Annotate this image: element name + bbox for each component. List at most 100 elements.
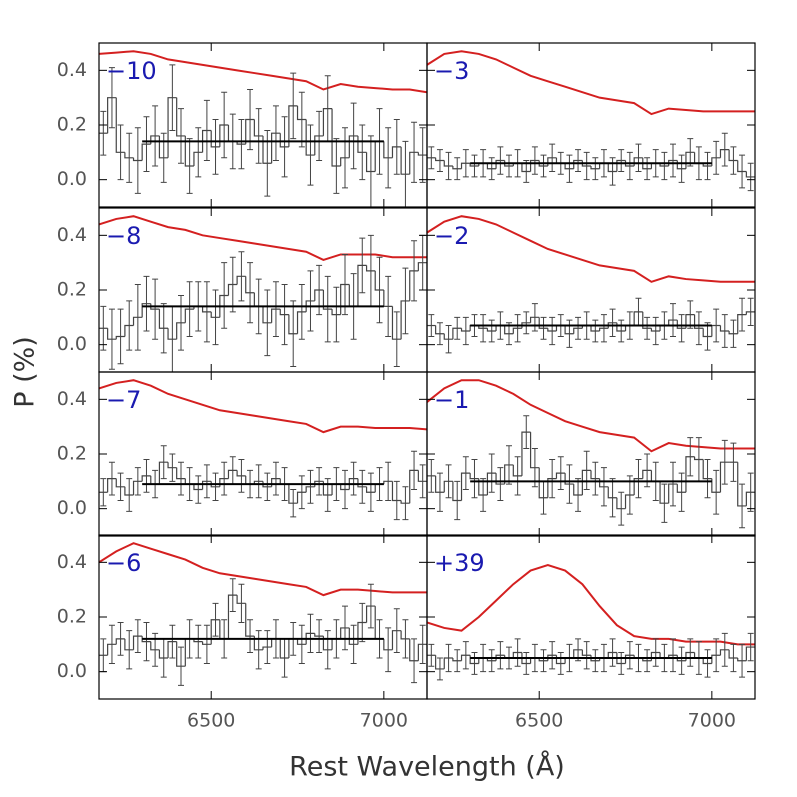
error-bar xyxy=(238,119,245,170)
error-bar xyxy=(385,275,392,337)
histogram-bin xyxy=(365,605,376,623)
histogram-bin xyxy=(288,314,298,335)
histogram-bin xyxy=(435,157,445,162)
histogram-bin xyxy=(193,484,203,491)
error-bar xyxy=(471,458,478,499)
error-bar xyxy=(108,308,115,370)
histogram-bin xyxy=(685,314,695,329)
error-bar xyxy=(376,256,383,324)
error-bar xyxy=(635,458,642,499)
error-bar xyxy=(644,316,651,340)
error-bar xyxy=(100,110,107,156)
error-bar xyxy=(739,297,746,332)
histogram-bin xyxy=(417,262,427,271)
histogram-bin xyxy=(564,325,574,335)
error-bar xyxy=(471,154,478,178)
histogram-bin xyxy=(400,500,410,504)
histogram-bin xyxy=(245,603,255,637)
panel-frame xyxy=(426,42,756,208)
histogram-bin xyxy=(201,129,212,153)
histogram-bin xyxy=(115,638,125,645)
error-bar xyxy=(229,578,236,613)
error-bar xyxy=(497,467,504,501)
histogram-bin xyxy=(547,478,557,498)
y-tick-label: 0.2 xyxy=(57,443,87,465)
histogram-bin xyxy=(262,135,272,164)
histogram-bin xyxy=(624,494,635,509)
error-bar xyxy=(333,138,340,194)
error-bar xyxy=(747,472,754,512)
histogram-bin xyxy=(702,328,712,338)
error-bar xyxy=(678,472,685,512)
panel-plot xyxy=(99,542,427,686)
histogram-bin xyxy=(107,478,117,493)
histogram-bin xyxy=(227,594,238,639)
histogram-bin xyxy=(124,486,134,496)
histogram-bin xyxy=(573,327,583,334)
histogram-bin xyxy=(236,595,246,604)
histogram-bin xyxy=(469,473,479,480)
error-bar xyxy=(609,308,616,337)
histogram-bin xyxy=(305,300,315,312)
histogram-bin xyxy=(219,294,229,318)
histogram-bin xyxy=(365,265,376,272)
error-bar xyxy=(385,461,392,501)
error-bar xyxy=(264,472,271,501)
histogram-bin xyxy=(737,160,747,173)
histogram-bin xyxy=(374,270,384,291)
error-bar xyxy=(134,284,141,351)
histogram-bin xyxy=(486,472,497,495)
error-bar xyxy=(272,105,279,162)
error-bar xyxy=(480,478,487,512)
error-bar xyxy=(583,151,590,181)
error-bar xyxy=(333,286,340,343)
error-bar xyxy=(411,240,418,302)
histogram-bin xyxy=(460,328,471,332)
error-bar xyxy=(454,480,461,521)
histogram-bin xyxy=(702,658,712,665)
histogram-bin xyxy=(512,327,522,334)
histogram-bin xyxy=(745,311,755,315)
error-bar xyxy=(307,469,314,504)
histogram-bin xyxy=(391,630,402,650)
error-bar xyxy=(670,638,676,673)
error-bar xyxy=(540,316,547,340)
panel-plot xyxy=(427,379,755,529)
error-bar xyxy=(730,643,737,673)
error-bar xyxy=(229,256,236,313)
panel-label: −3 xyxy=(434,57,469,85)
error-bar xyxy=(385,127,392,189)
error-bar xyxy=(411,638,418,684)
error-bar xyxy=(670,143,676,178)
histogram-bin xyxy=(607,163,617,173)
histogram-bin xyxy=(391,306,402,340)
error-bar xyxy=(713,638,720,673)
histogram-bin xyxy=(590,166,600,170)
panel-plot xyxy=(427,50,755,192)
error-bar xyxy=(359,124,366,181)
error-bar xyxy=(393,311,400,368)
histogram-bin xyxy=(322,636,333,651)
histogram-bin xyxy=(460,472,471,501)
error-bar xyxy=(143,458,150,493)
error-bar xyxy=(687,638,694,667)
histogram-bin xyxy=(107,97,117,134)
error-bar xyxy=(126,478,133,512)
histogram-bin xyxy=(184,308,194,323)
error-bar xyxy=(195,475,202,504)
flux-line xyxy=(427,50,755,116)
error-bar xyxy=(618,652,625,675)
histogram-bin xyxy=(227,469,238,479)
flux-line xyxy=(99,379,427,434)
flux-line xyxy=(99,50,427,94)
error-bar xyxy=(264,630,271,664)
histogram-bin xyxy=(357,621,367,645)
histogram-bin xyxy=(158,309,169,329)
histogram-bin xyxy=(305,632,315,645)
histogram-bin xyxy=(279,309,289,316)
histogram-bin xyxy=(271,132,281,164)
error-bar xyxy=(436,149,443,172)
error-bar xyxy=(445,325,452,354)
error-bar xyxy=(178,294,184,351)
error-bar xyxy=(212,472,219,501)
